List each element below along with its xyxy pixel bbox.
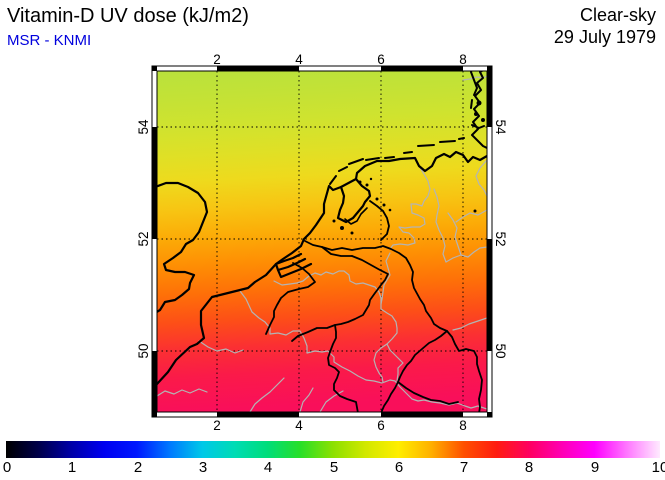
river-seine bbox=[157, 388, 208, 397]
map-frame bbox=[151, 65, 493, 418]
river-rhine bbox=[304, 240, 483, 412]
river-ems bbox=[433, 188, 447, 263]
river-weser bbox=[475, 159, 487, 197]
coastline-denmark-north-frisia bbox=[470, 71, 487, 149]
figure-annotations: Clear-sky 29 July 1979 bbox=[554, 4, 656, 48]
colorbar-label-6: 6 bbox=[394, 459, 404, 476]
border-luxembourg-west bbox=[373, 343, 388, 383]
lon-tick-top-4: 4 bbox=[295, 52, 303, 67]
colorbar-label-5: 5 bbox=[329, 459, 339, 476]
condition-text: Clear-sky bbox=[579, 5, 656, 25]
border-france-belgium-germany bbox=[239, 290, 487, 410]
river-waal bbox=[321, 246, 353, 257]
colorbar-label-7: 7 bbox=[459, 459, 469, 476]
border-german-states bbox=[445, 209, 487, 263]
lon-tick-bottom-4: 4 bbox=[295, 418, 303, 433]
colorbar-gradient bbox=[6, 441, 660, 458]
lon-tick-bottom-6: 6 bbox=[377, 418, 385, 433]
coastline-flevoland bbox=[344, 207, 368, 225]
colorbar-label-0: 0 bbox=[2, 459, 12, 476]
coastline-zeeland-delta bbox=[274, 252, 313, 279]
graticule bbox=[157, 71, 487, 412]
river-scheldt bbox=[265, 262, 316, 335]
lat-tick-right-54: 54 bbox=[493, 119, 508, 135]
border-netherlands-germany-north bbox=[389, 165, 431, 250]
river-sambre bbox=[291, 324, 336, 342]
lon-tick-bottom-2: 2 bbox=[213, 418, 221, 433]
lat-tick-right-50: 50 bbox=[493, 343, 508, 358]
coastline-continent bbox=[157, 150, 487, 386]
lat-tick-right-52: 52 bbox=[493, 231, 508, 246]
lon-tick-top-2: 2 bbox=[213, 52, 221, 67]
lon-tick-bottom-8: 8 bbox=[459, 418, 467, 433]
coastline-wadden-islands bbox=[329, 137, 465, 185]
rivers bbox=[265, 200, 483, 412]
colorbar-label-3: 3 bbox=[198, 459, 208, 476]
coastlines bbox=[157, 71, 487, 386]
river-ijssel bbox=[369, 200, 390, 241]
colorbar-label-2: 2 bbox=[133, 459, 143, 476]
uv-dose-field bbox=[157, 71, 487, 412]
colorbar-label-8: 8 bbox=[524, 459, 534, 476]
river-somme bbox=[198, 340, 244, 354]
lat-tick-left-54: 54 bbox=[136, 119, 151, 135]
river-saar bbox=[397, 381, 459, 405]
river-meuse bbox=[327, 255, 389, 412]
figure-source: MSR - KNMI bbox=[7, 32, 92, 49]
colorbar-label-10: 10 bbox=[651, 459, 665, 476]
lon-tick-top-8: 8 bbox=[459, 52, 467, 67]
figure-title: Vitamin-D UV dose (kJ/m2) bbox=[7, 5, 249, 27]
river-oise bbox=[249, 377, 285, 412]
border-denmark-germany bbox=[462, 75, 487, 81]
coastline-ijsselmeer bbox=[336, 177, 372, 224]
lon-tick-top-6: 6 bbox=[377, 52, 385, 67]
lat-tick-left-50: 50 bbox=[136, 343, 151, 358]
axis-labels: 2 4 6 8 2 4 6 8 54 52 50 54 52 50 bbox=[136, 52, 508, 433]
colorbar-label-1: 1 bbox=[67, 459, 77, 476]
coastline-england bbox=[157, 181, 209, 314]
river-moselle bbox=[380, 330, 448, 412]
colorbar-label-9: 9 bbox=[590, 459, 600, 476]
date-text: 29 July 1979 bbox=[553, 27, 656, 47]
border-netherlands-germany-south bbox=[380, 252, 391, 305]
colorbar-label-4: 4 bbox=[263, 459, 273, 476]
lakes bbox=[332, 100, 485, 235]
gray-borders-rivers bbox=[157, 75, 487, 412]
river-lahn bbox=[452, 317, 487, 331]
lat-tick-left-52: 52 bbox=[136, 231, 151, 246]
